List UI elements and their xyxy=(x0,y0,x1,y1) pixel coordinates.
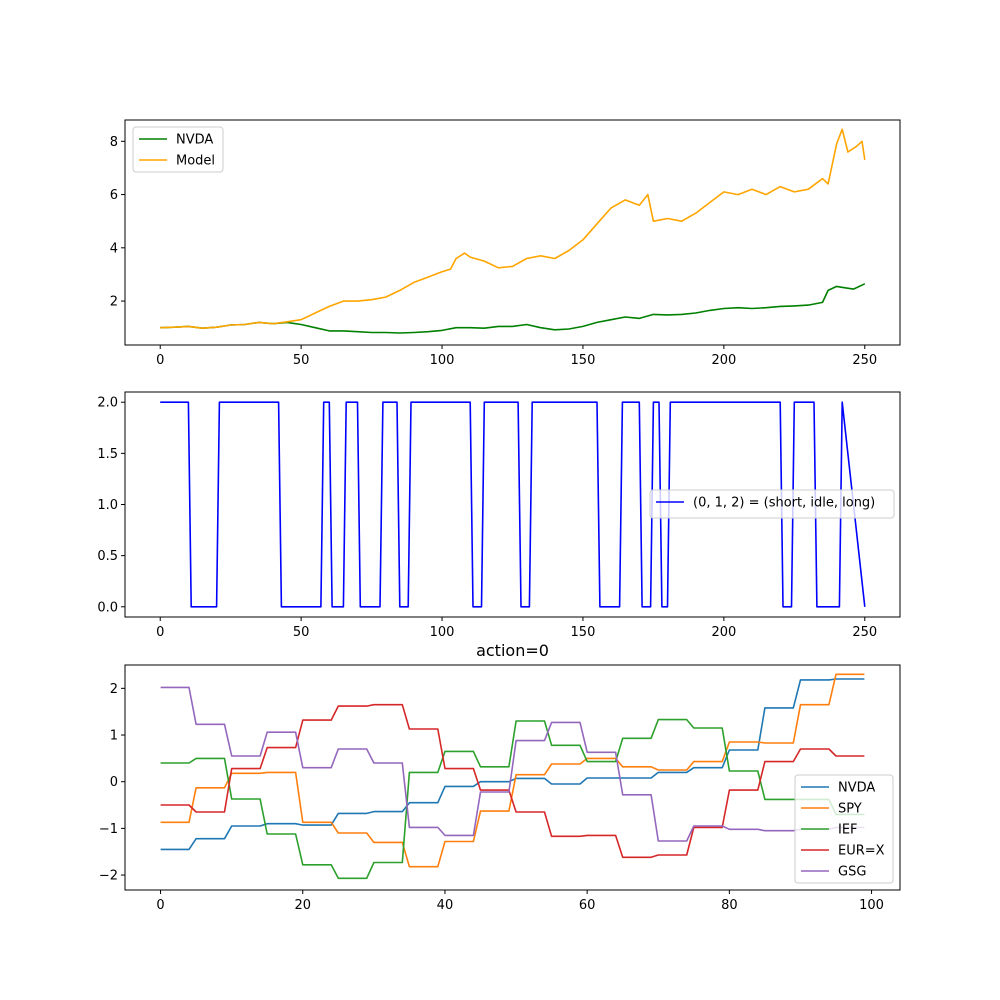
legend: NVDA Model xyxy=(132,126,224,173)
legend-label-spy: SPY xyxy=(838,802,862,817)
legend-box xyxy=(794,774,894,884)
x-tick-label: 0 xyxy=(156,353,164,368)
bottom-chart-action-0: 0 20 40 60 80 100 −2 −1 0 1 2 action=0 NVDA SPY IEF EUR… xyxy=(99,641,901,913)
y-tick-label: 2.0 xyxy=(97,396,118,411)
x-tick-label: 40 xyxy=(437,898,454,913)
x-tick-label: 200 xyxy=(711,353,736,368)
legend-label-nvda: NVDA xyxy=(838,781,875,796)
legend: (0, 1, 2) = (short, idle, long) xyxy=(649,489,895,519)
legend-label-model: Model xyxy=(176,154,215,169)
x-tick-label: 250 xyxy=(852,353,877,368)
x-tick-label: 200 xyxy=(711,625,736,640)
y-tick-label: 0.5 xyxy=(97,549,118,564)
top-chart-nvda-vs-model: 0 50 100 150 200 250 2 4 6 8 NVDA Model xyxy=(110,119,901,368)
series-line-nvda xyxy=(160,678,865,851)
y-tick-label: 1.0 xyxy=(97,498,118,513)
x-tick-label: 50 xyxy=(293,353,310,368)
x-tick-label: 250 xyxy=(852,625,877,640)
x-tick-label: 150 xyxy=(571,353,596,368)
series-line-spy xyxy=(160,673,865,868)
x-tick-label: 100 xyxy=(430,625,455,640)
y-tick-label: 6 xyxy=(110,188,118,203)
axes-frame xyxy=(124,664,901,891)
y-tick-label: 2 xyxy=(110,682,118,697)
series-line-0-1-2-short-idle-long xyxy=(160,401,866,608)
y-tick-label: 1.5 xyxy=(97,447,118,462)
series-group xyxy=(160,401,866,608)
middle-chart-actions: 0 50 100 150 200 250 0.0 0.5 1.0 1.5 2.0 (0, 1, 2) … xyxy=(97,391,901,640)
series-group xyxy=(160,673,865,880)
y-tick-label: 8 xyxy=(110,135,118,150)
series-group xyxy=(160,128,866,334)
x-tick-label: 20 xyxy=(294,898,311,913)
y-tick-label: 4 xyxy=(110,241,118,256)
series-line-eur-x xyxy=(160,703,865,859)
legend-box xyxy=(649,489,895,519)
y-tick-label: 0 xyxy=(110,775,118,790)
y-tick-label: 2 xyxy=(110,295,118,310)
legend-label-gsg: GSG xyxy=(838,865,866,880)
y-tick-label: 0.0 xyxy=(97,600,118,615)
x-tick-label: 0 xyxy=(156,625,164,640)
y-tick-label: 1 xyxy=(110,729,118,744)
x-tick-label: 0 xyxy=(156,898,164,913)
series-line-model xyxy=(160,128,866,329)
series-line-gsg xyxy=(160,686,865,842)
legend: NVDA SPY IEF EUR=X GSG xyxy=(794,774,894,884)
y-tick-label: −1 xyxy=(99,822,118,837)
legend-label-nvda: NVDA xyxy=(176,133,213,148)
y-tick-label: −2 xyxy=(99,869,118,884)
chart-title: action=0 xyxy=(476,641,549,660)
axes-frame xyxy=(124,119,901,346)
legend-label-ief: IEF xyxy=(838,823,858,838)
x-tick-label: 100 xyxy=(430,353,455,368)
series-line-ief xyxy=(160,718,865,880)
x-tick-label: 80 xyxy=(721,898,738,913)
x-tick-label: 150 xyxy=(571,625,596,640)
x-tick-label: 50 xyxy=(293,625,310,640)
legend-label-0-1-2-short-idle-long: (0, 1, 2) = (short, idle, long) xyxy=(693,496,875,511)
legend-label-eur-x: EUR=X xyxy=(838,844,885,859)
x-tick-label: 60 xyxy=(579,898,596,913)
x-tick-label: 100 xyxy=(859,898,884,913)
